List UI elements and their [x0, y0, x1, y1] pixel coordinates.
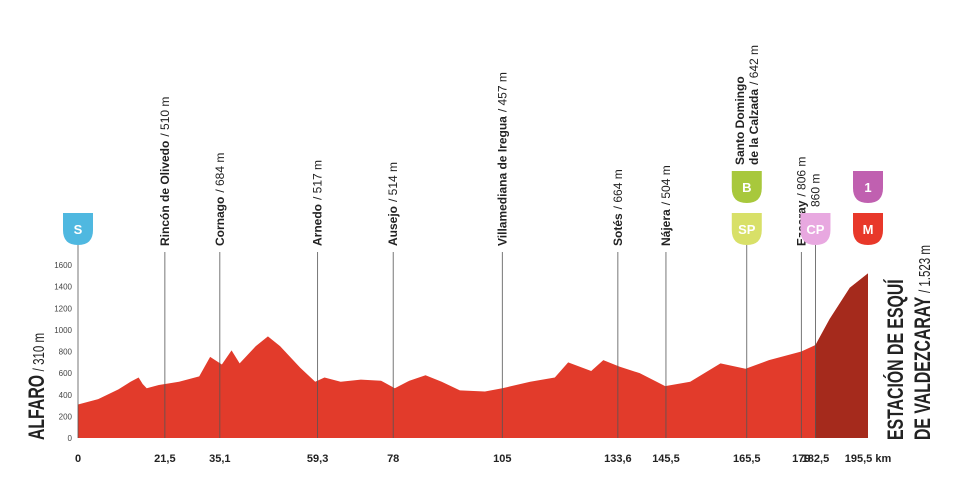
- waypoint-elevation: / 510 m: [158, 97, 172, 137]
- y-tick-label: 1400: [54, 283, 72, 292]
- finish-name: DE VALDEZCARAY: [912, 296, 936, 440]
- x-tick-label: 195,5 km: [845, 453, 892, 465]
- final-climb-area: [815, 273, 868, 438]
- badge-shape: [63, 213, 93, 245]
- y-tick-label: 1600: [54, 261, 72, 270]
- waypoint-label: Nájera / 504 m: [659, 165, 673, 246]
- waypoint-elevation: / 504 m: [659, 165, 673, 205]
- waypoint-name: Santo Domingo: [733, 76, 747, 165]
- y-tick-label: 0: [68, 434, 73, 443]
- badge-text: B: [742, 180, 751, 195]
- y-tick-label: 200: [59, 412, 73, 421]
- badge-text: CP: [806, 222, 824, 237]
- start-elevation: / 310 m: [29, 333, 47, 371]
- waypoint-name: Ausejo: [386, 206, 400, 246]
- waypoint-elevation: / 457 m: [495, 72, 509, 112]
- x-tick-label: 179: [792, 453, 810, 465]
- x-tick-label: 59,3: [307, 453, 328, 465]
- waypoint-label: Sotés / 664 m: [611, 169, 625, 246]
- badge-shape: [731, 171, 762, 203]
- waypoint-name: de la Calzada: [747, 89, 761, 165]
- badge: B: [731, 171, 762, 203]
- waypoint-elevation: / 684 m: [213, 153, 227, 193]
- waypoint-name: Cornago: [213, 197, 227, 246]
- badge: S: [63, 213, 93, 245]
- badge: 1: [853, 171, 883, 203]
- badge-shape: [853, 171, 883, 203]
- y-tick-label: 400: [59, 391, 73, 400]
- waypoint-name: Arnedo: [311, 204, 325, 246]
- badge-text: 1: [864, 180, 871, 195]
- badge: M: [853, 213, 883, 245]
- waypoint-name: Sotés: [611, 213, 625, 246]
- waypoint-label: Cornago / 684 m: [213, 153, 227, 246]
- badge-shape: [853, 213, 883, 245]
- badge-text: SP: [738, 222, 756, 237]
- x-tick-label: 78: [387, 453, 399, 465]
- waypoint-elevation: / 642 m: [747, 45, 761, 85]
- start-name: ALFARO: [26, 375, 50, 440]
- y-tick-label: 800: [59, 348, 73, 357]
- waypoint-name: Nájera: [659, 209, 673, 246]
- y-tick-label: 600: [59, 369, 73, 378]
- waypoint-label: Rincón de Olivedo / 510 m: [158, 97, 172, 246]
- x-tick-label: 182,5: [802, 453, 830, 465]
- y-tick-label: 1000: [54, 326, 72, 335]
- waypoint-elevation: / 514 m: [386, 162, 400, 202]
- y-tick-label: 1200: [54, 304, 72, 313]
- waypoint-label: Arnedo / 517 m: [311, 160, 325, 246]
- finish-elevation: / 1.523 m: [915, 245, 933, 293]
- x-tick-label: 35,1: [209, 453, 230, 465]
- waypoint-elevation: / 806 m: [794, 157, 808, 197]
- start-label: ALFARO / 310 m: [26, 333, 50, 440]
- finish-label: ESTACIÓN DE ESQUÍ: [883, 279, 908, 440]
- x-tick-label: 105: [493, 453, 511, 465]
- finish-name: ESTACIÓN DE ESQUÍ: [883, 279, 908, 440]
- waypoint-elevation: / 517 m: [311, 160, 325, 200]
- profile-area: [78, 273, 868, 438]
- badge: CP: [800, 213, 831, 245]
- finish-label: DE VALDEZCARAY / 1.523 m: [912, 245, 936, 440]
- badge-shape: [800, 213, 831, 245]
- waypoint-label: Villamediana de Iregua / 457 m: [495, 72, 509, 246]
- badge: SP: [731, 213, 762, 245]
- x-tick-label: 165,5: [733, 453, 761, 465]
- waypoint-elevation: 860 m: [808, 174, 822, 207]
- badge-shape: [731, 213, 762, 245]
- waypoint-label: Ausejo / 514 m: [386, 162, 400, 246]
- x-tick-label: 133,6: [604, 453, 632, 465]
- waypoint-name: Villamediana de Iregua: [495, 116, 509, 246]
- badge-text: S: [74, 222, 83, 237]
- x-tick-label: 21,5: [154, 453, 175, 465]
- waypoint-label: Santo Domingo: [733, 76, 747, 165]
- x-tick-label: 0: [75, 453, 81, 465]
- badge-text: M: [863, 222, 874, 237]
- waypoint-name: Rincón de Olivedo: [158, 141, 172, 246]
- waypoint-elevation: / 664 m: [611, 169, 625, 209]
- waypoint-label: de la Calzada / 642 m: [747, 45, 761, 165]
- x-tick-label: 145,5: [652, 453, 680, 465]
